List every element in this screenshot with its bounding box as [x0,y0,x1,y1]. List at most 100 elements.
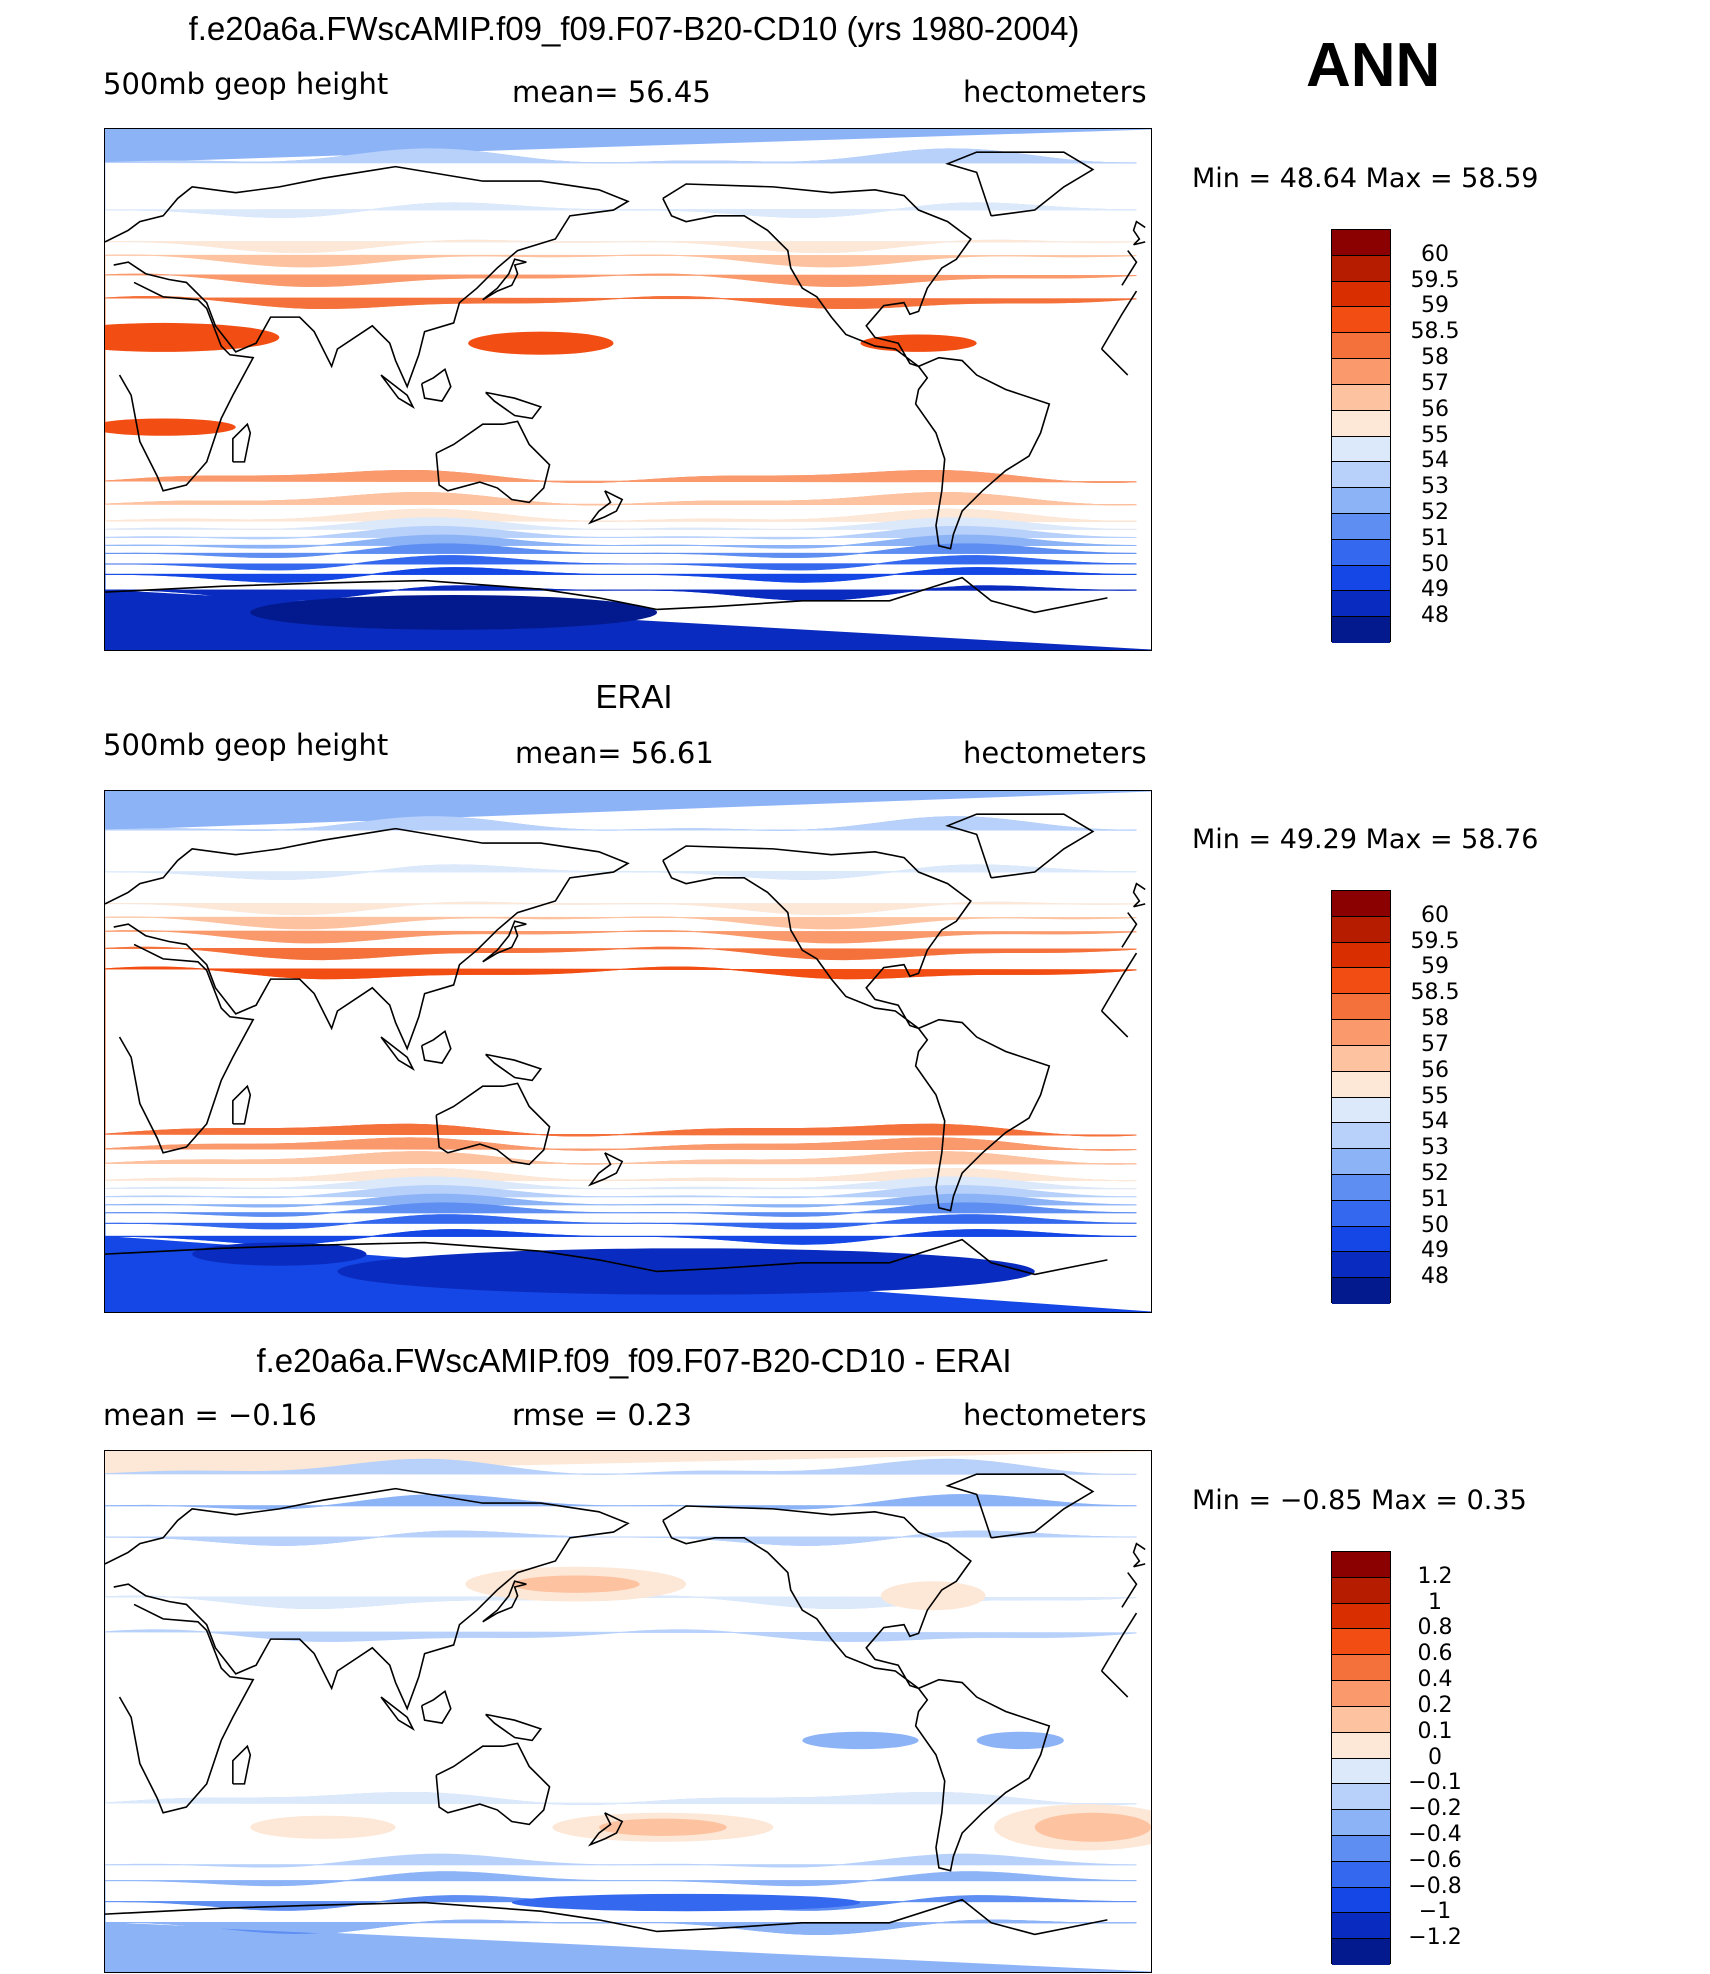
coastline [945,151,1095,217]
colorbar-swatch [1332,488,1390,514]
colorbar-tick-label: 0.1 [1417,1718,1453,1744]
colorbar-tick-label: 52 [1421,499,1449,525]
coastline [420,367,452,402]
coastline [482,1580,527,1623]
coastline [380,1036,415,1071]
coastline [105,576,1108,614]
contour-band [105,1919,1151,1972]
coastline [435,1082,551,1166]
colorbar-tick-label: 1.2 [1417,1563,1453,1589]
colorbar-swatch [1332,1861,1390,1888]
contour-band [105,585,1151,650]
coastline [587,1812,624,1847]
colorbar-tick-label: −1 [1418,1899,1452,1925]
colorbar-tick-label: 53 [1421,1135,1449,1161]
coastline [420,1689,452,1724]
colorbar-tick-label: 58 [1421,1006,1449,1032]
colorbar-tick-label: 58.5 [1410,319,1460,345]
colorbar-swatch [1332,1732,1390,1759]
colorbar-swatch [1332,1887,1390,1914]
coastline [1132,882,1146,908]
colorbar-tick-label: 60 [1421,241,1449,267]
colorbar-tick-label: 0 [1428,1744,1442,1770]
colorbar-tick-label: 0.6 [1417,1641,1453,1667]
colorbar-swatch [1332,1020,1390,1046]
coastline [105,827,1138,1051]
season-label: ANN [1306,31,1441,100]
panel-2-units-label: hectometers [963,736,1147,770]
panel-3-title: f.e20a6a.FWscAMIP.f09_f09.F07-B20-CD10 -… [256,1342,1012,1379]
coastline [118,281,1138,492]
coastline [380,374,415,409]
colorbar-swatch [1332,1226,1390,1253]
coastline [105,1238,1108,1276]
colorbar-swatch [1332,1706,1390,1733]
coastline [380,1696,415,1731]
colorbar-swatch [1332,942,1390,969]
coastline [662,1505,972,1690]
colorbar-swatch [1332,1278,1390,1304]
contour-anomaly [511,1575,640,1593]
contour-anomaly [880,1581,986,1611]
panel-1-mean-label: mean= 56.45 [512,75,711,109]
coastline [105,165,1138,389]
coastline [485,1053,543,1082]
colorbar-tick-label: −0.2 [1408,1796,1462,1822]
colorbar-tick-label: 0.8 [1417,1615,1453,1641]
colorbar-swatch [1332,1123,1390,1150]
panel-1-units-label: hectometers [963,75,1147,109]
contour-anomaly [511,1893,861,1912]
panel-1-colorbar [1331,229,1391,643]
panel-3-rmse-label: rmse = 0.23 [512,1398,692,1432]
colorbar-swatch [1332,307,1390,334]
colorbar-swatch [1332,1577,1390,1604]
colorbar-tick-label: 49 [1421,577,1449,603]
colorbar-swatch [1332,591,1390,618]
colorbar-tick-label: 51 [1421,1186,1449,1212]
colorbar-tick-label: 52 [1421,1160,1449,1186]
panel-2-title: ERAI [595,678,673,715]
colorbar-swatch [1332,1681,1390,1707]
coastline [118,943,1138,1154]
colorbar-tick-label: −0.8 [1408,1873,1462,1899]
colorbar-swatch [1332,1174,1390,1201]
coastline [662,845,972,1030]
coastline [232,1744,252,1785]
colorbar-swatch [1332,968,1390,995]
colorbar-swatch [1332,1655,1390,1682]
contour-anomaly [337,1248,1035,1295]
panel-1-map [104,128,1152,651]
coastline [118,1603,1138,1814]
panel-2-map-canvas [105,791,1151,1312]
panel-1-min-max: Min = 48.64 Max = 58.59 [1192,163,1539,194]
colorbar-tick-label: 53 [1421,474,1449,500]
panel-3-colorbar [1331,1551,1391,1965]
colorbar-swatch [1332,230,1390,256]
coastline [945,1473,1095,1539]
colorbar-swatch [1332,1045,1390,1072]
colorbar-swatch [1332,255,1390,282]
coastline [482,920,527,963]
coastline [914,356,1051,550]
panel-2-min-max: Min = 49.29 Max = 58.76 [1192,824,1539,855]
colorbar-swatch [1332,1071,1390,1098]
colorbar-swatch [1332,617,1390,643]
coastline [1132,220,1146,246]
panel-3-units-label: hectometers [963,1398,1147,1432]
colorbar-tick-label: 57 [1421,370,1449,396]
coastline [662,183,972,368]
colorbar-tick-label: 48 [1421,1264,1449,1290]
colorbar-swatch [1332,1835,1390,1862]
coastline [1132,1542,1146,1568]
contour-anomaly [105,322,280,352]
coastline [587,490,624,525]
coastline [420,1029,452,1064]
colorbar-swatch [1332,1200,1390,1227]
coastline [914,1678,1051,1872]
colorbar-tick-label: 59 [1421,954,1449,980]
contour-anomaly [1034,1812,1151,1842]
coastline [485,1713,543,1742]
colorbar-tick-label: 55 [1421,422,1449,448]
colorbar-swatch [1332,1784,1390,1811]
colorbar-swatch [1332,1097,1390,1124]
